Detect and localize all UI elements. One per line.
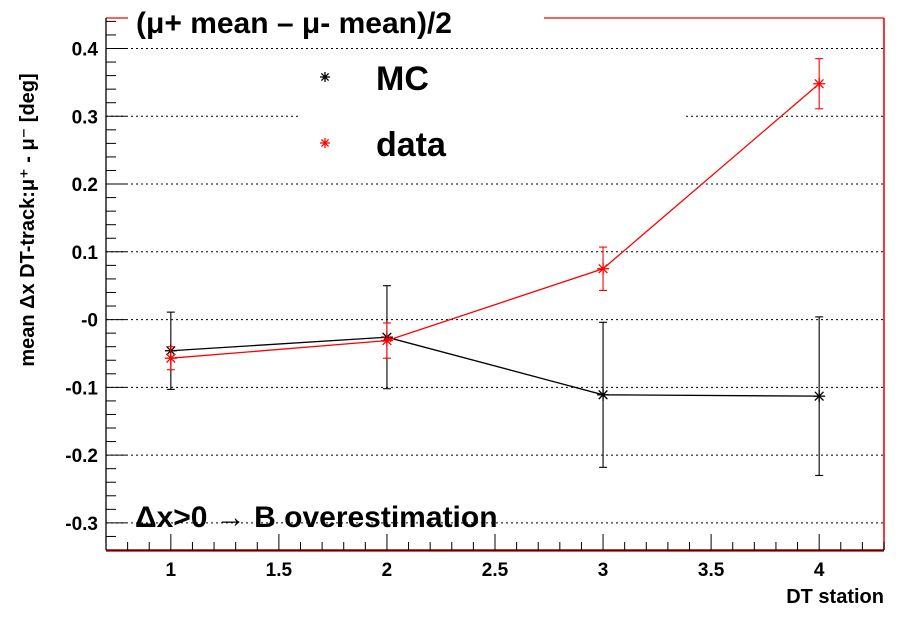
data-point-data [597,262,610,275]
x-tick-label: 1.5 [266,560,293,581]
series-layer [164,58,826,477]
y-tick-label: -0.1 [65,378,98,399]
y-tick-label: 0.2 [72,175,98,196]
x-axis-title: DT station [786,586,884,608]
x-tick-label: 1 [166,560,177,581]
legend-box [300,50,684,180]
y-tick-label: 0.3 [72,107,98,128]
axis-ticks: -0.3 -0.2 -0.1 -0 0.1 0.2 0.3 0.4 1 1.5 2 2.5 3 3.5 4 [65,20,885,581]
x-tick-label: 2 [382,560,393,581]
text-overlay: (μ+ mean – μ- mean)/2 Δx>0 → B overestim… [17,2,884,608]
data-point-mc [597,388,610,401]
y-tick-label: 0.4 [72,39,99,60]
data-point-data [164,352,177,365]
x-tick-label: 4 [814,560,825,581]
legend-marker-mc [320,72,330,82]
x-tick-label: 3.5 [698,560,725,581]
data-point-data [380,334,393,347]
series-line-data [170,83,820,359]
y-tick-label: -0 [81,311,98,332]
series-data [164,58,826,371]
legend: MC data [320,60,447,164]
title-background [128,2,544,42]
y-tick-label: -0.3 [65,514,98,535]
chart-title: (μ+ mean – μ- mean)/2 [136,7,452,40]
data-point-mc [813,390,826,403]
legend-marker-data [320,138,330,148]
data-point-data [813,77,826,90]
x-tick-label: 2.5 [482,560,509,581]
x-tick-label: 3 [598,560,609,581]
annotation: Δx>0 → B overestimation [135,501,498,534]
y-tick-label: 0.1 [72,243,99,264]
y-tick-label: -0.2 [65,446,98,467]
legend-label-mc: MC [376,60,429,98]
y-axis-title: mean Δx DT-track:μ⁺ - μ⁻ [deg] [17,73,39,366]
series-line-mc [170,336,820,397]
legend-label-data: data [376,126,447,164]
